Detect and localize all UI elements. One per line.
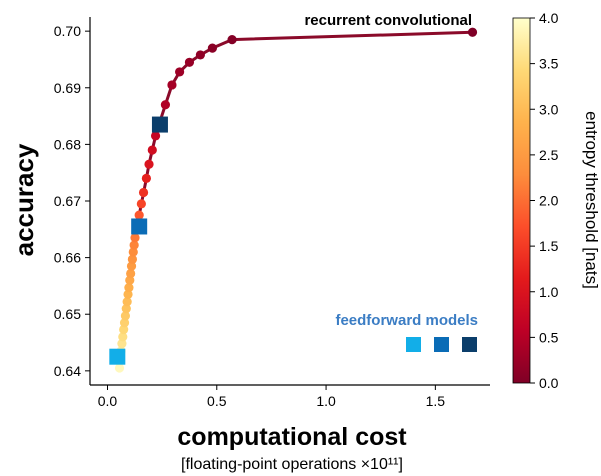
y-tick-label: 0.65	[54, 306, 81, 322]
recurrent-convolutional-point	[134, 210, 144, 220]
y-ticks: 0.64 0.65 0.66 0.67 0.68 0.69 0.70	[54, 23, 90, 379]
recurrent-convolutional-point	[119, 324, 129, 335]
colorbar-tick-label: 4.0	[539, 10, 559, 26]
recurrent-convolutional-point	[128, 247, 138, 257]
recurrent-convolutional-point	[122, 297, 132, 307]
recurrent-convolutional-point	[130, 233, 140, 243]
y-tick-label: 0.68	[54, 136, 81, 152]
feedforward-legend-square	[406, 337, 421, 352]
y-tick-label: 0.66	[54, 250, 81, 266]
recurrent-convolutional-point	[207, 43, 218, 53]
feedforward-points	[109, 116, 168, 365]
recurrent-convolutional-point	[167, 80, 177, 90]
recurrent-convolutional-point	[147, 145, 157, 155]
colorbar-label: entropy threshold [nats]	[582, 111, 601, 289]
recurrent-convolutional-point	[121, 303, 131, 314]
recurrent-convolutional-point	[160, 100, 171, 110]
colorbar-tick-label: 1.0	[539, 284, 559, 300]
recurrent-convolutional-point	[125, 275, 135, 285]
recurrent-convolutional-point	[129, 240, 139, 250]
recurrent-convolutional-point	[141, 173, 151, 183]
feedforward-models-label: feedforward models	[335, 312, 478, 329]
x-axis-title: computational cost	[177, 423, 407, 451]
feedforward-point	[131, 218, 148, 235]
x-axis-subtitle: [floating-point operations ×10¹¹]	[181, 456, 403, 473]
recurrent-convolutional-point	[126, 268, 136, 279]
colorbar-tick-label: 2.0	[539, 193, 559, 209]
colorbar-ticks: 0.0 0.5 1.0 1.5 2.0 2.5 3.0 3.5 4.0	[530, 10, 559, 391]
y-axis-title: accuracy	[9, 143, 39, 256]
colorbar-tick-label: 3.5	[539, 56, 559, 72]
recurrent-convolutional-point	[138, 187, 149, 198]
recurrent-convolutional-point	[227, 35, 237, 45]
recurrent-convolutional-point	[150, 131, 161, 141]
colorbar: 0.0 0.5 1.0 1.5 2.0 2.5 3.0 3.5 4.0 entropy thre…	[512, 10, 601, 391]
recurrent-convolutional-point	[144, 159, 154, 169]
y-tick-label: 0.70	[54, 23, 81, 39]
feedforward-legend-square	[434, 337, 449, 352]
recurrent-convolutional-label: recurrent convolutional	[304, 12, 472, 29]
feedforward-point	[151, 116, 168, 133]
x-tick-label: 1.0	[316, 393, 336, 409]
plot-area: 0.0 0.5 1.0 1.5 0.64 0.65 0.66 0.67 0.68 0.69 0.7…	[54, 17, 490, 409]
recurrent-convolutional-point	[114, 363, 125, 373]
recurrent-convolutional-point	[195, 50, 205, 60]
y-tick-label: 0.69	[54, 80, 81, 96]
recurrent-convolutional-point	[126, 261, 137, 271]
colorbar-gradient	[512, 17, 531, 384]
colorbar-tick-label: 3.0	[539, 101, 559, 117]
recurrent-convolutional-point	[119, 318, 130, 328]
x-tick-label: 0.0	[98, 393, 118, 409]
x-tick-label: 0.5	[207, 393, 227, 409]
x-tick-label: 1.5	[426, 393, 446, 409]
recurrent-convolutional-point	[127, 254, 138, 264]
colorbar-tick-label: 0.0	[539, 375, 559, 391]
colorbar-tick-label: 1.5	[539, 238, 559, 254]
feedforward-legend-square	[462, 337, 477, 352]
feedforward-legend-squares	[406, 337, 477, 352]
recurrent-convolutional-point	[123, 289, 133, 300]
y-tick-label: 0.64	[54, 363, 81, 379]
x-ticks: 0.0 0.5 1.0 1.5	[98, 385, 446, 409]
feedforward-point	[109, 348, 126, 365]
recurrent-convolutional-point	[467, 27, 478, 37]
recurrent-convolutional-point	[124, 283, 134, 293]
recurrent-convolutional-point	[184, 57, 195, 67]
y-tick-label: 0.67	[54, 193, 81, 209]
recurrent-convolutional-point	[136, 199, 146, 209]
recurrent-convolutional-point	[117, 339, 127, 349]
colorbar-tick-label: 2.5	[539, 147, 559, 163]
colorbar-tick-label: 0.5	[539, 329, 559, 345]
recurrent-convolutional-point	[175, 67, 185, 77]
recurrent-convolutional-point	[120, 311, 131, 321]
recurrent-convolutional-point	[118, 332, 128, 342]
